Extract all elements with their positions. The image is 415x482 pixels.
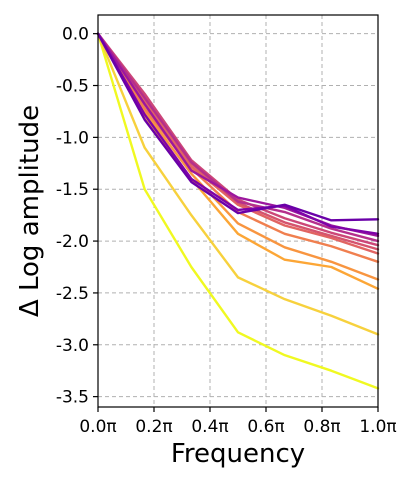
y-tick-label: -1.0	[56, 128, 89, 148]
y-tick-label: -1.5	[56, 180, 89, 200]
series-line-11	[96, 32, 380, 236]
y-axis-title: Δ Log amplitude	[15, 105, 45, 317]
x-tick-label: 0.4π	[191, 417, 228, 437]
y-tick-label: -2.0	[56, 232, 89, 252]
y-tick-label: -0.5	[56, 77, 89, 97]
x-axis-title: Frequency	[171, 439, 305, 469]
x-tick-label: 0.8π	[303, 417, 340, 437]
series-line-2	[96, 32, 380, 336]
axis-ticks: 0.0π 0.2π 0.4π 0.6π 0.8π 1.0π 0.0 -0.5 -1.0 -1.5 -…	[56, 25, 397, 437]
series-line-6	[96, 32, 380, 255]
y-tick-label: 0.0	[62, 25, 89, 45]
series-line-12	[96, 32, 380, 222]
y-tick-label: -3.0	[56, 336, 89, 356]
x-tick-label: 0.2π	[135, 417, 172, 437]
y-tick-label: -2.5	[56, 284, 89, 304]
x-tick-label: 0.0π	[79, 417, 116, 437]
y-tick-label: -3.5	[56, 388, 89, 408]
series-line-4	[96, 32, 380, 281]
series-line-9	[96, 32, 380, 243]
plot-frame	[97, 14, 379, 408]
series-lines	[96, 32, 380, 390]
series-line-7	[96, 32, 380, 251]
series-line-3	[96, 32, 380, 290]
x-tick-label: 0.6π	[247, 417, 284, 437]
x-tick-label: 1.0π	[359, 417, 396, 437]
series-line-8	[96, 32, 380, 247]
series-line-1	[96, 32, 380, 390]
